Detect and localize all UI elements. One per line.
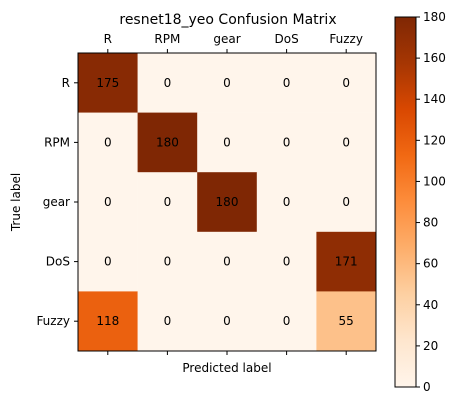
x-tick-label: Fuzzy [329,32,363,46]
cell-value-label: 0 [223,135,231,149]
heatmap-cell [137,291,198,352]
heatmap-cell [256,172,317,233]
cell-value-label: 180 [216,195,239,209]
x-axis-label: Predicted label [182,361,271,375]
cell-value-label: 0 [342,135,350,149]
cell-value-label: 0 [104,195,112,209]
heatmap-cell [137,53,198,113]
heatmap-cell [78,291,138,352]
heatmap-cells: 175 0 0 0 0 0 180 0 0 0 0 0 180 0 0 0 0 0 0 171 118 0 0 0 55 [78,53,377,352]
cell-value-label: 0 [223,314,231,328]
heatmap-cell [197,231,258,292]
cell-value-label: 0 [283,195,291,209]
heatmap-cell [256,231,317,292]
heatmap-cell [256,291,317,352]
cell-value-label: 0 [104,135,112,149]
colorbar-tick-label: 180 [423,10,446,24]
cell-value-label: 0 [342,195,350,209]
cell-value-label: 0 [104,255,112,269]
y-axis-ticks: R RPM gear DoS Fuzzy [36,76,78,328]
heatmap-cell [78,172,138,233]
cell-value-label: 0 [164,255,172,269]
cell-value-label: 0 [223,76,231,90]
x-tick-label: RPM [154,32,180,46]
heatmap-cell [197,53,258,113]
colorbar-tick-label: 40 [423,298,438,312]
heatmap-cell [316,231,377,292]
heatmap-cell [78,112,138,173]
colorbar [394,16,417,388]
cell-value-label: 0 [164,195,172,209]
heatmap-cell [316,53,377,113]
heatmap-cell [316,172,377,233]
cell-value-label: 0 [283,314,291,328]
cell-value-label: 0 [164,76,172,90]
heatmap-cell [316,291,377,352]
cell-value-label: 171 [335,255,358,269]
heatmap-cell [137,172,198,233]
heatmap-cell [256,53,317,113]
y-tick-label: gear [43,195,70,209]
cell-value-label: 180 [156,135,179,149]
cell-value-label: 0 [164,314,172,328]
colorbar-tick-label: 80 [423,216,438,230]
heatmap-cell [316,112,377,173]
x-tick-label: gear [213,32,240,46]
heatmap-cell [197,112,258,173]
y-tick-label: Fuzzy [36,314,70,328]
colorbar-tick-label: 60 [423,257,438,271]
cell-value-label: 118 [96,314,119,328]
cell-value-label: 0 [342,76,350,90]
chart-title: resnet18_yeo Confusion Matrix [119,12,336,28]
x-axis-ticks: R RPM gear DoS Fuzzy [104,32,363,355]
colorbar-tick-label: 120 [423,133,446,147]
heatmap-cell [78,53,138,113]
x-tick-label: R [104,32,112,46]
colorbar-tick-label: 20 [423,339,438,353]
heatmap-cell [78,231,138,292]
x-tick-label: DoS [274,32,298,46]
heatmap-cell [256,112,317,173]
y-axis-label: True label [9,173,23,232]
y-tick-label: RPM [44,135,70,149]
colorbar-tick-label: 0 [423,380,431,394]
colorbar-tick-label: 140 [423,92,446,106]
colorbar-tick-label: 100 [423,174,446,188]
cell-value-label: 0 [283,76,291,90]
heatmap-cell [137,112,198,173]
heatmap-cell [137,231,198,292]
cell-value-label: 55 [339,314,354,328]
cell-value-label: 0 [223,255,231,269]
y-tick-label: DoS [46,255,70,269]
y-tick-label: R [62,76,70,90]
colorbar-tick-label: 160 [423,51,446,65]
cell-value-label: 0 [283,135,291,149]
cell-value-label: 0 [283,255,291,269]
colorbar-ticks: 0 20 40 60 80 100 120 140 160 180 [416,10,446,394]
heatmap-cell [197,291,258,352]
heatmap-cell [197,172,258,233]
cell-value-label: 175 [96,76,119,90]
